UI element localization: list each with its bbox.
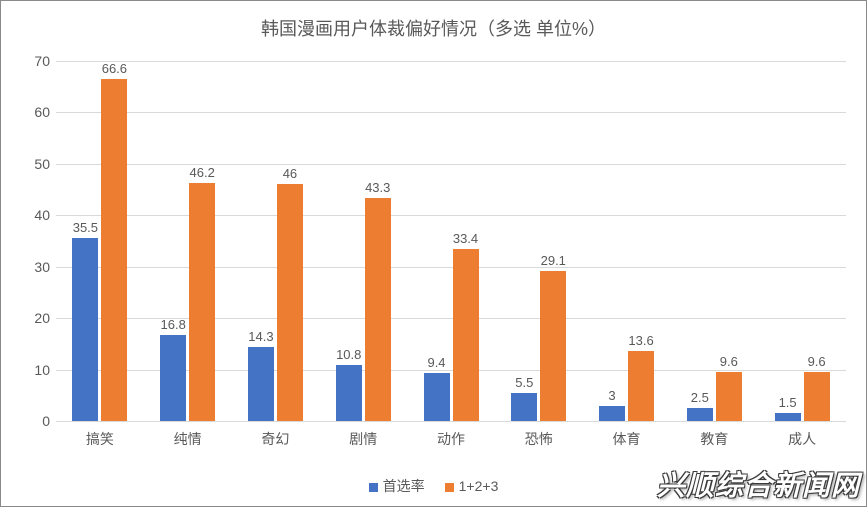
- bar-value-label: 46: [283, 166, 297, 184]
- x-category-label: 教育: [670, 429, 758, 449]
- gridline: [56, 421, 846, 422]
- x-category-label: 恐怖: [495, 429, 583, 449]
- bar: 66.6: [101, 79, 127, 422]
- y-tick-label: 20: [22, 310, 50, 326]
- plot-area: 01020304050607035.566.616.846.214.34610.…: [56, 61, 846, 421]
- bar-value-label: 33.4: [453, 231, 478, 249]
- bar: 46: [277, 184, 303, 421]
- bar-group: 1.59.6: [775, 61, 830, 421]
- bar: 13.6: [628, 351, 654, 421]
- bar: 9.6: [716, 372, 742, 421]
- bar-value-label: 9.6: [808, 354, 826, 372]
- bar-value-label: 35.5: [73, 220, 98, 238]
- x-category-label: 体育: [583, 429, 671, 449]
- bar-value-label: 29.1: [541, 253, 566, 271]
- y-tick-label: 50: [22, 156, 50, 172]
- chart-title: 韩国漫画用户体裁偏好情况（多选 单位%）: [1, 15, 866, 41]
- bar: 35.5: [72, 238, 98, 421]
- x-category-label: 动作: [407, 429, 495, 449]
- bar-value-label: 5.5: [515, 375, 533, 393]
- bar-group: 9.433.4: [424, 61, 479, 421]
- bar-value-label: 9.6: [720, 354, 738, 372]
- y-tick-label: 30: [22, 259, 50, 275]
- bar-group: 10.843.3: [336, 61, 391, 421]
- bar-group: 2.59.6: [687, 61, 742, 421]
- x-category-label: 成人: [758, 429, 846, 449]
- x-category-label: 奇幻: [232, 429, 320, 449]
- legend-label: 1+2+3: [459, 478, 499, 494]
- bar-group: 313.6: [599, 61, 654, 421]
- bar: 2.5: [687, 408, 713, 421]
- bar: 46.2: [189, 183, 215, 421]
- x-category-label: 剧情: [319, 429, 407, 449]
- legend-item: 1+2+3: [445, 478, 499, 494]
- legend-label: 首选率: [383, 478, 425, 494]
- bar-value-label: 2.5: [691, 390, 709, 408]
- bar-value-label: 16.8: [161, 317, 186, 335]
- bar-group: 14.346: [248, 61, 303, 421]
- bar-group: 5.529.1: [511, 61, 566, 421]
- bar: 33.4: [453, 249, 479, 421]
- bar-value-label: 66.6: [102, 61, 127, 79]
- x-category-label: 搞笑: [56, 429, 144, 449]
- legend-swatch: [445, 483, 454, 492]
- bar-value-label: 1.5: [779, 395, 797, 413]
- bar: 14.3: [248, 347, 274, 421]
- bar: 5.5: [511, 393, 537, 421]
- bar-group: 16.846.2: [160, 61, 215, 421]
- bar: 9.6: [804, 372, 830, 421]
- bar: 29.1: [540, 271, 566, 421]
- bar: 43.3: [365, 198, 391, 421]
- watermark-text: 兴顺综合新闻网: [657, 464, 860, 504]
- legend-item: 首选率: [369, 476, 425, 496]
- chart-container: 韩国漫画用户体裁偏好情况（多选 单位%） 01020304050607035.5…: [0, 0, 867, 507]
- y-tick-label: 0: [22, 413, 50, 429]
- y-tick-label: 40: [22, 207, 50, 223]
- y-tick-label: 10: [22, 362, 50, 378]
- bar: 10.8: [336, 365, 362, 421]
- bar-value-label: 14.3: [248, 329, 273, 347]
- x-category-label: 纯情: [144, 429, 232, 449]
- bar-value-label: 3: [608, 388, 615, 406]
- bar-value-label: 9.4: [427, 355, 445, 373]
- bar-group: 35.566.6: [72, 61, 127, 421]
- bar-value-label: 43.3: [365, 180, 390, 198]
- bar-value-label: 13.6: [628, 333, 653, 351]
- bar-value-label: 46.2: [190, 165, 215, 183]
- bar-value-label: 10.8: [336, 347, 361, 365]
- y-tick-label: 60: [22, 104, 50, 120]
- bar: 9.4: [424, 373, 450, 421]
- bar: 16.8: [160, 335, 186, 421]
- bar: 3: [599, 406, 625, 421]
- y-tick-label: 70: [22, 53, 50, 69]
- bar: 1.5: [775, 413, 801, 421]
- legend-swatch: [369, 483, 378, 492]
